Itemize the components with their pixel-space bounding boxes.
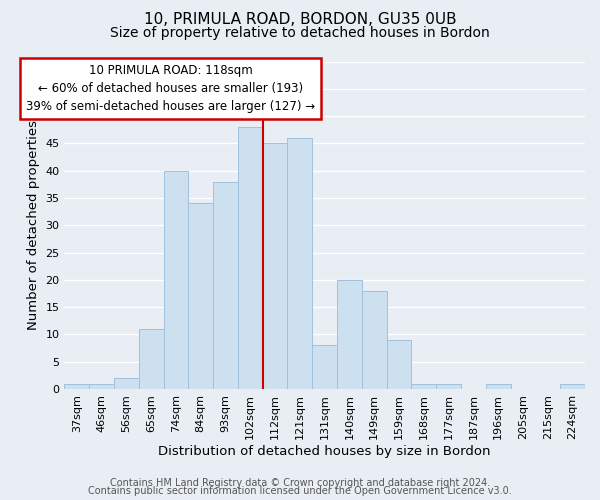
Bar [386, 340, 412, 389]
Bar [412, 384, 436, 389]
Bar [312, 346, 337, 389]
Bar [436, 384, 461, 389]
Text: 10 PRIMULA ROAD: 118sqm
← 60% of detached houses are smaller (193)
39% of semi-d: 10 PRIMULA ROAD: 118sqm ← 60% of detache… [26, 64, 316, 113]
Text: Contains public sector information licensed under the Open Government Licence v3: Contains public sector information licen… [88, 486, 512, 496]
Bar [362, 290, 386, 389]
Text: 10, PRIMULA ROAD, BORDON, GU35 0UB: 10, PRIMULA ROAD, BORDON, GU35 0UB [143, 12, 457, 28]
X-axis label: Distribution of detached houses by size in Bordon: Distribution of detached houses by size … [158, 444, 491, 458]
Text: Size of property relative to detached houses in Bordon: Size of property relative to detached ho… [110, 26, 490, 40]
Bar [114, 378, 139, 389]
Bar [263, 144, 287, 389]
Bar [486, 384, 511, 389]
Bar [238, 127, 263, 389]
Bar [89, 384, 114, 389]
Bar [287, 138, 312, 389]
Bar [213, 182, 238, 389]
Y-axis label: Number of detached properties: Number of detached properties [27, 120, 40, 330]
Bar [64, 384, 89, 389]
Bar [164, 170, 188, 389]
Bar [337, 280, 362, 389]
Bar [188, 204, 213, 389]
Bar [560, 384, 585, 389]
Bar [139, 329, 164, 389]
Text: Contains HM Land Registry data © Crown copyright and database right 2024.: Contains HM Land Registry data © Crown c… [110, 478, 490, 488]
